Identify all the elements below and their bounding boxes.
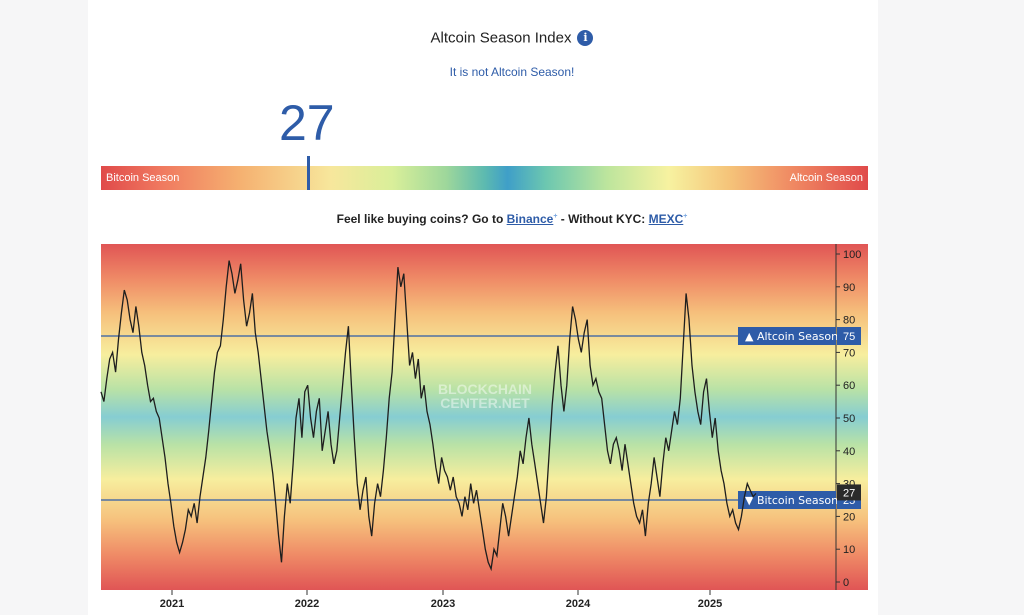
x-tick-label: 2025 [698, 598, 722, 610]
chart-background [101, 244, 868, 590]
y-tick-label: 40 [843, 446, 855, 458]
current-value-bg [837, 484, 861, 501]
y-tick-label: 60 [843, 380, 855, 392]
y-tick-label: 50 [843, 413, 855, 425]
threshold-value-bg-altcoin-season [837, 327, 861, 345]
season-gauge-bar: Bitcoin Season Altcoin Season [101, 166, 868, 190]
y-tick-label: 20 [843, 511, 855, 523]
threshold-value-altcoin-season: 75 [843, 331, 855, 343]
mexc-link[interactable]: MEXC [648, 212, 684, 226]
y-tick-label: 80 [843, 315, 855, 327]
y-tick-label: 100 [843, 249, 861, 261]
x-tick-label: 2024 [566, 598, 591, 610]
info-icon[interactable]: i [577, 30, 594, 47]
y-tick-label: 90 [843, 282, 855, 294]
threshold-label-bg-bitcoin-season [738, 491, 836, 509]
promo-text: Feel like buying coins? Go to Binance+ -… [0, 212, 1024, 226]
page-title: Altcoin Season Index i [0, 29, 1024, 47]
gauge-label-altcoin-season: Altcoin Season [789, 172, 863, 184]
gauge-label-bitcoin-season: Bitcoin Season [106, 172, 180, 184]
y-tick-label: 70 [843, 347, 855, 359]
binance-link[interactable]: Binance [506, 212, 554, 226]
y-tick-label: 10 [843, 544, 855, 556]
title-text: Altcoin Season Index [430, 29, 572, 47]
watermark-line: BLOCKCHAIN [438, 381, 532, 397]
series-line [100, 260, 757, 572]
current-value-label: 27 [843, 487, 855, 499]
mexc-link-marker: + [683, 213, 688, 220]
promo-middle: - Without KYC: [557, 212, 649, 226]
x-tick-label: 2021 [160, 598, 184, 610]
threshold-label-bitcoin-season: ▼ Bitcoin Season [745, 494, 838, 507]
threshold-label-altcoin-season: ▲ Altcoin Season [745, 330, 838, 343]
index-value: 27 [279, 95, 335, 151]
gauge-marker [307, 156, 310, 190]
x-tick-label: 2022 [295, 598, 319, 610]
x-tick-label: 2023 [431, 598, 455, 610]
binance-link-marker: + [553, 213, 558, 220]
y-tick-label: 0 [843, 577, 849, 589]
season-status: It is not Altcoin Season! [449, 65, 575, 79]
threshold-label-bg-altcoin-season [738, 327, 836, 345]
watermark-line: CENTER.NET [440, 395, 530, 411]
promo-prefix: Feel like buying coins? Go to [336, 212, 507, 226]
